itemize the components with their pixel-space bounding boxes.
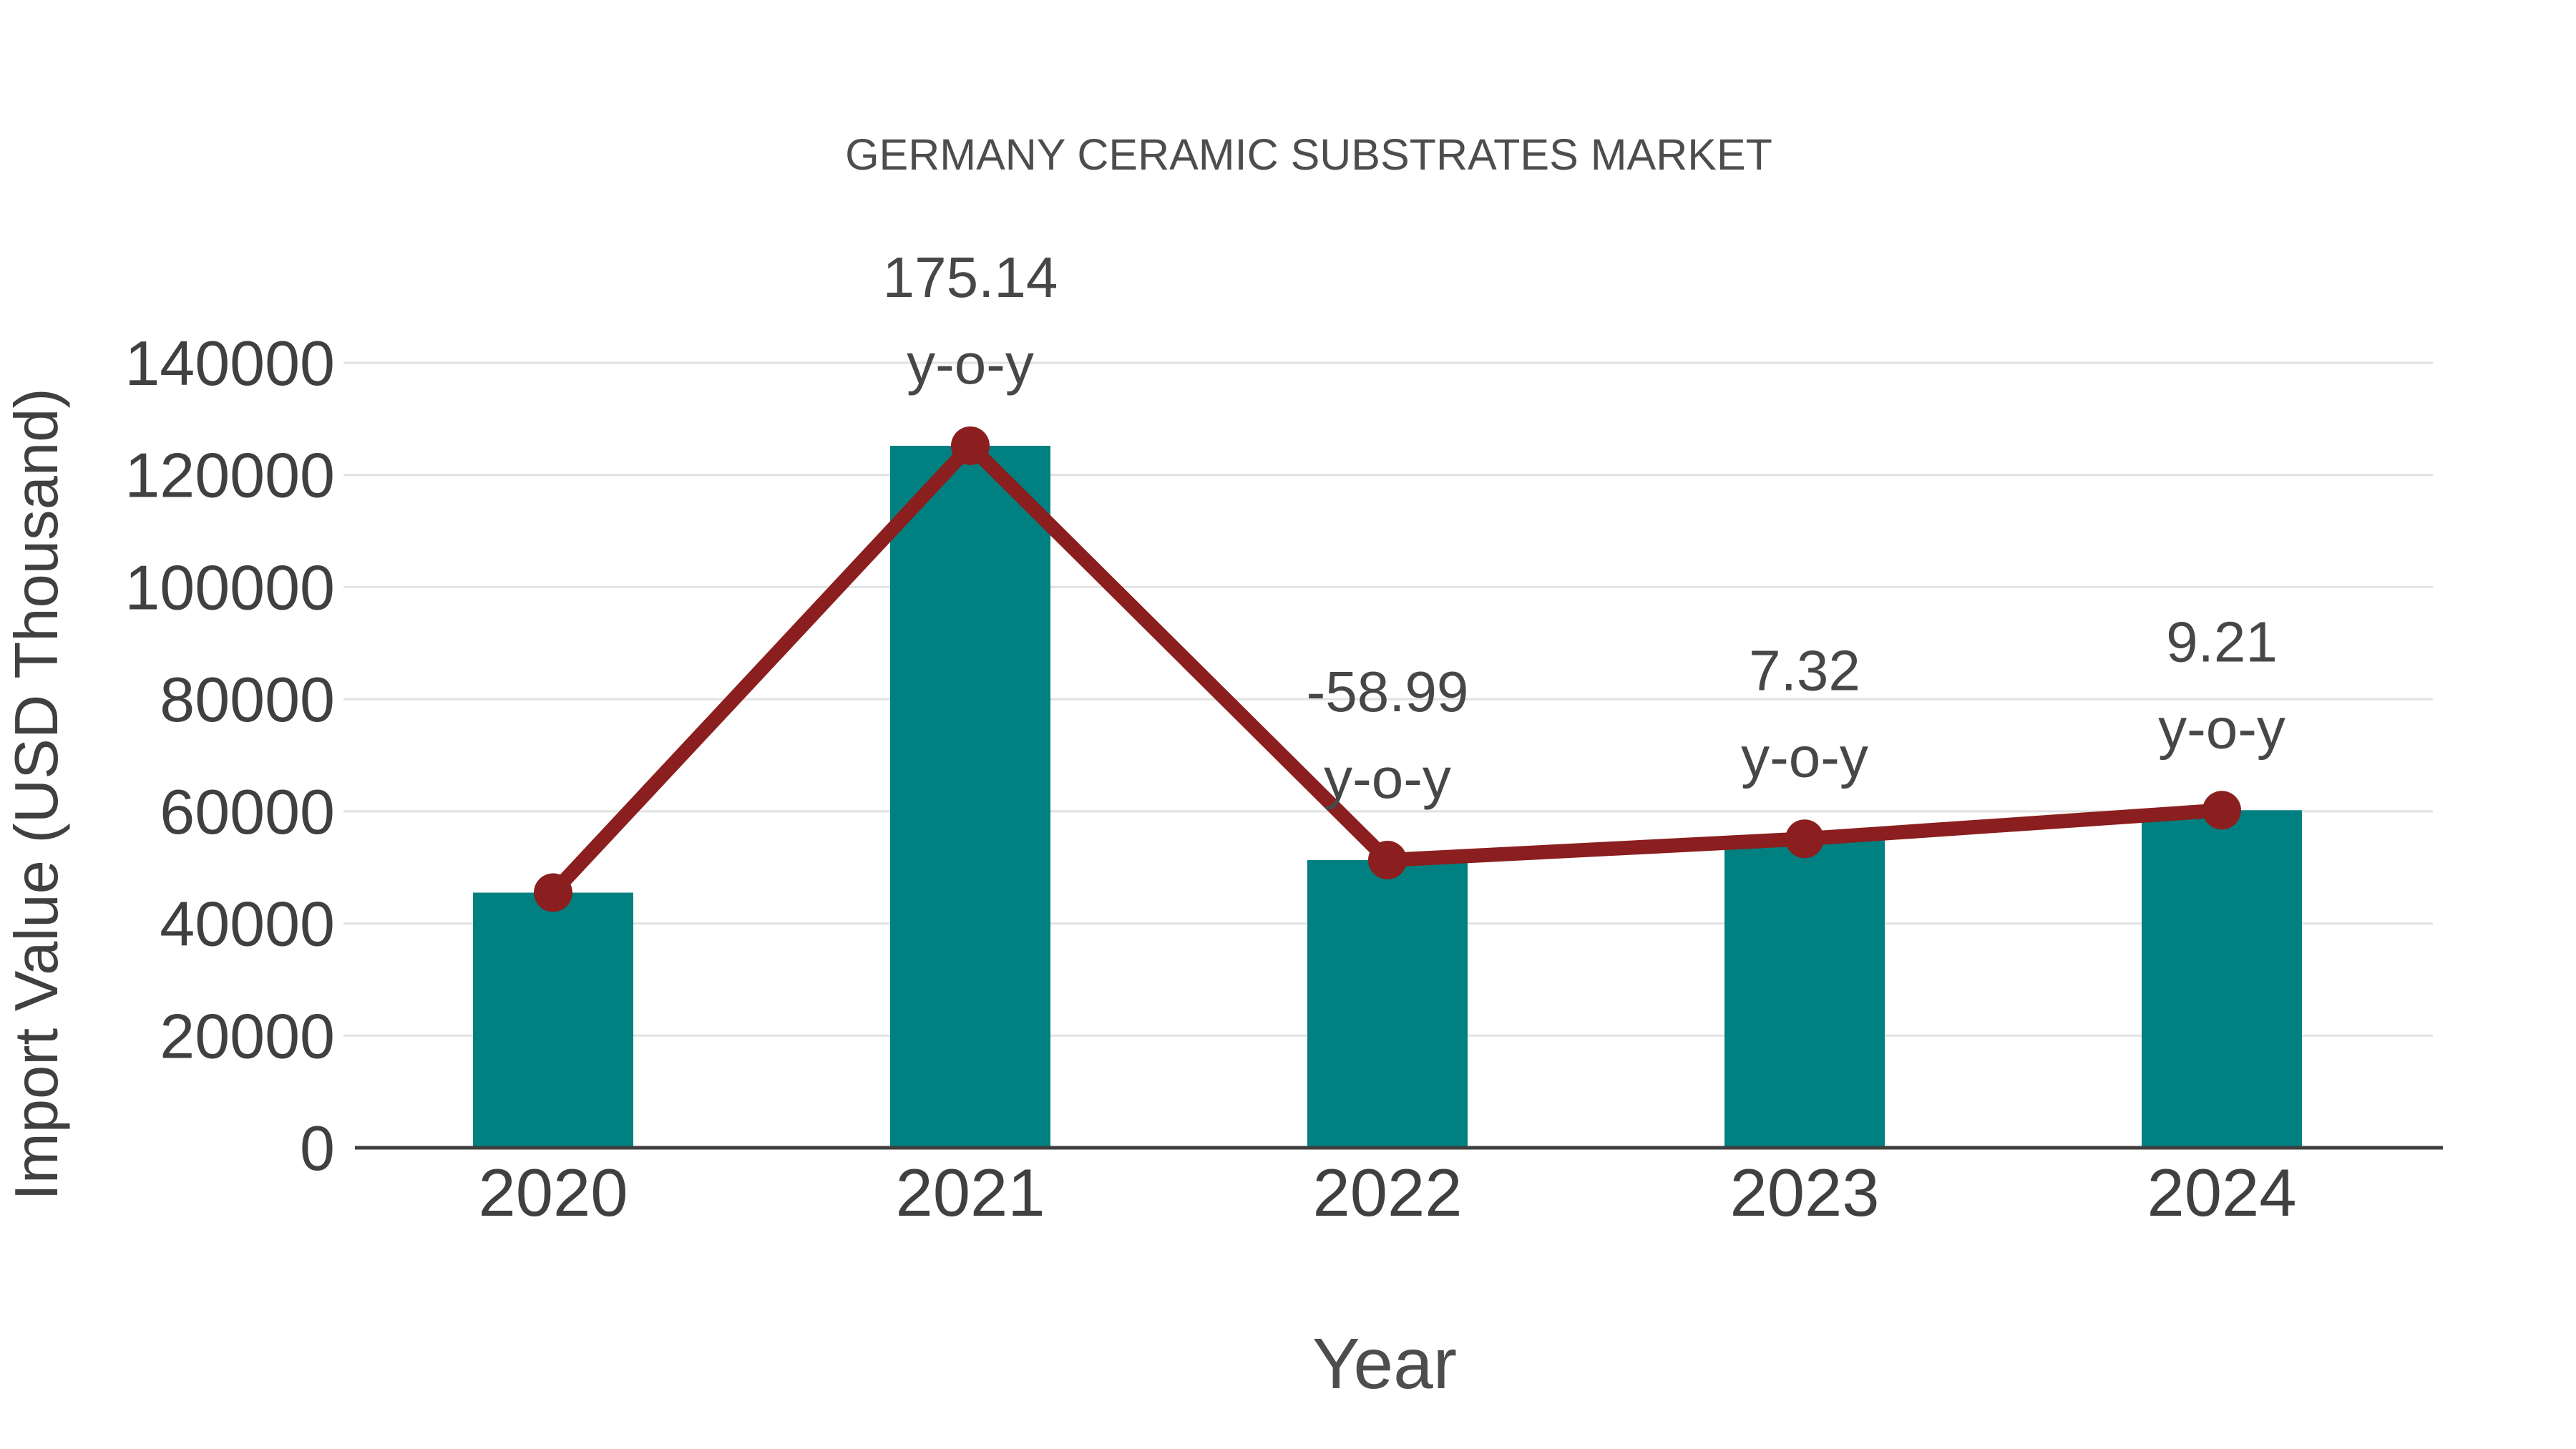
data-labels: 175.14 y-o-y -58.99 y-o-y 7.32 y-o-y 9.21 y-o-y: [883, 245, 2285, 810]
x-axis-ticks: 2020 2021 2022 2023 2024: [478, 1155, 2296, 1230]
x-axis-title: Year: [1312, 1324, 1457, 1404]
yoy-value-label-2021: 175.14: [883, 245, 1058, 309]
y-tick-label-80000: 80000: [160, 664, 335, 735]
y-axis-title: Import Value (USD Thousand): [3, 388, 71, 1200]
yoy-marker-2024: [2202, 791, 2241, 830]
bar-2021: [890, 445, 1050, 1148]
yoy-marker-2022: [1368, 841, 1407, 880]
bar-2024: [2142, 810, 2302, 1148]
x-tick-label-2022: 2022: [1312, 1155, 1462, 1230]
yoy-marker-2023: [1785, 819, 1824, 859]
yoy-value-label-2024: 9.21: [2166, 610, 2278, 673]
yoy-marker-2021: [951, 426, 990, 465]
y-tick-label-140000: 140000: [125, 328, 335, 399]
y-tick-label-40000: 40000: [160, 889, 335, 960]
y-tick-label-120000: 120000: [125, 440, 335, 511]
x-tick-label-2023: 2023: [1729, 1155, 1879, 1230]
bar-2022: [1307, 860, 1468, 1148]
y-tick-label-20000: 20000: [160, 1000, 335, 1071]
x-tick-label-2021: 2021: [895, 1155, 1045, 1230]
line-series: [534, 426, 2241, 912]
bar-2023: [1724, 839, 1885, 1148]
y-axis-ticks: 0 20000 40000 60000 80000 100000 120000 140000: [125, 328, 335, 1184]
bars: [473, 445, 2302, 1148]
yoy-marker-2020: [534, 873, 572, 912]
yoy-suffix-label-2022: y-o-y: [1324, 746, 1451, 810]
yoy-suffix-label-2024: y-o-y: [2158, 696, 2285, 760]
y-tick-label-60000: 60000: [160, 776, 335, 847]
yoy-suffix-label-2021: y-o-y: [907, 332, 1034, 396]
bar-2020: [473, 892, 633, 1148]
yoy-value-label-2022: -58.99: [1307, 660, 1469, 723]
x-tick-label-2024: 2024: [2147, 1155, 2296, 1230]
y-tick-label-100000: 100000: [125, 552, 335, 623]
x-tick-label-2020: 2020: [478, 1155, 628, 1230]
yoy-value-label-2023: 7.32: [1749, 638, 1860, 702]
chart-title: GERMANY CERAMIC SUBSTRATES MARKET: [845, 130, 1772, 179]
y-tick-label-0: 0: [300, 1113, 335, 1184]
yoy-suffix-label-2023: y-o-y: [1741, 725, 1868, 789]
